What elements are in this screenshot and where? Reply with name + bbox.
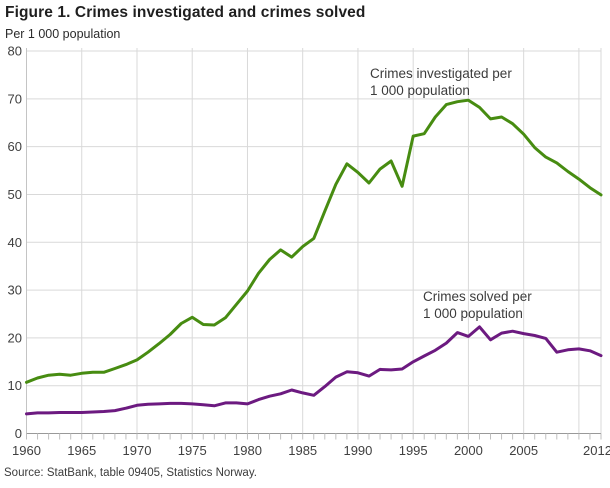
series-line-investigated	[25, 98, 603, 384]
y-tick-label: 30	[8, 283, 22, 298]
x-tick-label: 1980	[233, 443, 262, 458]
y-tick-label: 80	[8, 44, 22, 59]
y-tick-label: 10	[8, 378, 22, 393]
y-tick-label: 70	[8, 91, 22, 106]
x-tick-label: 1990	[343, 443, 372, 458]
x-tick-label: 1975	[178, 443, 207, 458]
y-tick-label: 50	[8, 187, 22, 202]
x-tick-label: 2000	[454, 443, 483, 458]
y-tick-label: 0	[15, 426, 22, 441]
x-tick-label: 2012	[583, 443, 610, 458]
y-tick-label: 40	[8, 235, 22, 250]
y-tick-label: 60	[8, 139, 22, 154]
x-tick-label: 1960	[12, 443, 41, 458]
chart-subtitle: Per 1 000 population	[5, 27, 121, 41]
y-tick-label: 20	[8, 330, 22, 345]
annotation-investigated-line2: 1 000 population	[370, 82, 470, 98]
x-tick-label: 1965	[67, 443, 96, 458]
x-tick-label: 2005	[509, 443, 538, 458]
annotation-solved-line2: 1 000 population	[423, 305, 523, 321]
page-title: Figure 1. Crimes investigated and crimes…	[5, 4, 366, 21]
x-tick-label: 1995	[399, 443, 428, 458]
annotation-investigated-line1: Crimes investigated per	[370, 66, 512, 81]
source-note: Source: StatBank, table 09405, Statistic…	[4, 467, 257, 479]
annotation-investigated: Crimes investigated per 1 000 population	[370, 66, 512, 99]
x-tick-label: 1985	[288, 443, 317, 458]
annotation-solved-line1: Crimes solved per	[423, 289, 532, 304]
x-tick-label: 1970	[123, 443, 152, 458]
annotation-solved: Crimes solved per 1 000 population	[423, 289, 532, 322]
series-line-solved	[25, 325, 603, 416]
